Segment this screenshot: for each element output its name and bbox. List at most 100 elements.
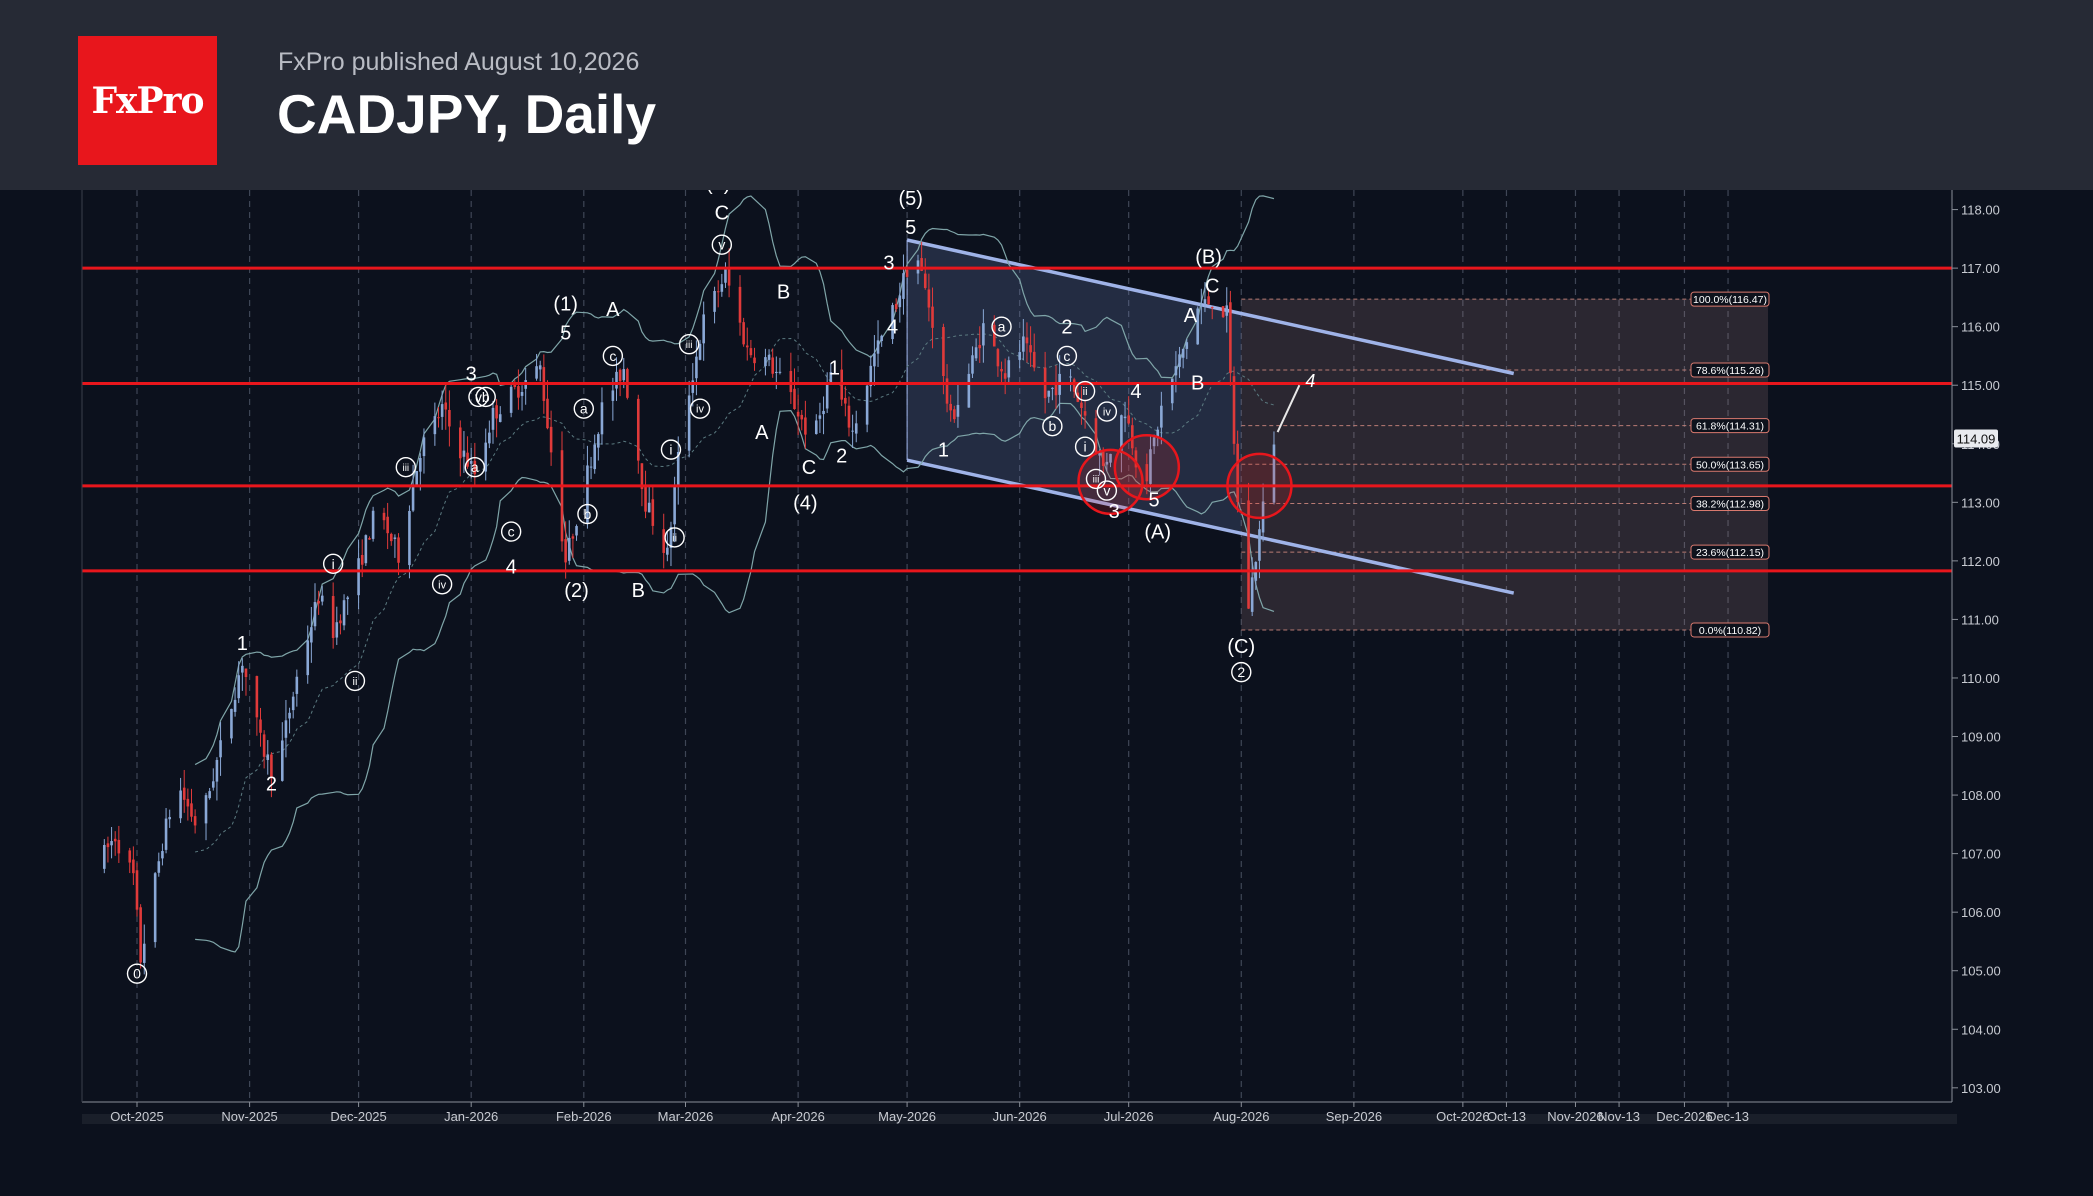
candle-body	[266, 754, 270, 760]
candle-body	[814, 420, 818, 435]
candle-body	[905, 269, 909, 277]
candle-body	[538, 365, 542, 370]
candle-body	[415, 470, 419, 486]
candle-body	[295, 676, 299, 694]
wave-label: i	[669, 442, 672, 458]
y-tick-label: 116.00	[1961, 320, 2000, 335]
candle-body	[193, 816, 197, 826]
wave-label: a	[580, 401, 588, 417]
y-tick-label: 118.00	[1961, 203, 2000, 218]
wave-label: A	[606, 299, 620, 321]
candle-body	[942, 327, 945, 376]
wave-label-circle	[1096, 401, 1118, 422]
wave-label: iii	[1093, 475, 1100, 486]
chart-title: CADJPY, Daily	[277, 83, 657, 145]
x-tick-label: Apr-2026	[771, 1109, 824, 1124]
wave-label-circle	[431, 574, 453, 595]
candle-body	[789, 370, 793, 393]
candle-body	[1178, 354, 1181, 367]
fib-level-label: 50.0%(113.65)	[1696, 459, 1764, 471]
candle-body	[953, 409, 956, 420]
wave-label: (C)	[1227, 636, 1255, 658]
wave-label: C	[1205, 276, 1219, 298]
candle-body	[259, 719, 262, 733]
candle-body	[488, 432, 491, 444]
candle-body	[1221, 306, 1225, 318]
candle-body	[1000, 368, 1003, 372]
bollinger-upper	[194, 195, 1275, 766]
candle-body	[644, 486, 647, 512]
candle-body	[949, 403, 952, 411]
candle-body	[713, 290, 716, 312]
candle-body	[331, 596, 335, 638]
wave-label-circle	[464, 456, 486, 478]
fib-level-label: 100.0%(116.47)	[1693, 294, 1767, 306]
candle-body	[745, 345, 749, 348]
wave-label: (2)	[564, 580, 588, 602]
wave-label: 2	[836, 445, 847, 467]
y-tick-label: 104.00	[1961, 1022, 2001, 1037]
candle-body	[778, 371, 782, 373]
fib-label-box	[1690, 622, 1770, 638]
candle-body	[469, 461, 473, 464]
candle-body	[1127, 415, 1130, 424]
candle-body	[687, 395, 691, 451]
candle-body	[1101, 450, 1105, 466]
candle-body	[513, 383, 517, 387]
axes: 103.00 104.00 105.00 106.00 107.00 108.00 109.…	[81, 190, 2001, 1124]
candle-body	[281, 740, 284, 781]
candle-body	[898, 295, 902, 308]
candle-body	[517, 386, 520, 398]
wave-label-circle	[468, 386, 489, 408]
candle-body	[306, 640, 310, 676]
x-tick-label: Jan-2026	[444, 1109, 498, 1124]
candle-body	[371, 510, 375, 539]
y-tick-label: 107.00	[1961, 847, 2001, 862]
candle-body	[1250, 577, 1254, 612]
fib-label-box	[1690, 418, 1770, 434]
wave-label: 5	[560, 323, 571, 345]
candle-body	[535, 366, 538, 379]
bollinger-lower	[195, 402, 1275, 953]
wave-label: b	[1048, 418, 1056, 434]
candle-body	[724, 268, 727, 283]
candle-body	[593, 444, 596, 470]
projection-arrow	[1276, 384, 1301, 433]
wave-label: c	[508, 524, 515, 540]
candle-body	[600, 402, 604, 435]
wave-label-circle	[664, 527, 685, 548]
candle-body	[393, 537, 397, 539]
candle-body	[262, 734, 266, 757]
candle-body	[923, 273, 927, 288]
candle-body	[1007, 360, 1011, 378]
price-chart[interactable]: 100.0%(116.47) 78.6%(115.26) 61.8%(114.31)…	[0, 190, 2093, 1196]
candle-body	[549, 426, 553, 453]
candle-body	[651, 499, 655, 526]
wave-label: 2	[1061, 317, 1072, 339]
x-tick-label: Nov-2025	[221, 1109, 277, 1124]
wave-label-circle	[395, 456, 417, 478]
candle-body	[586, 465, 589, 523]
candle-body	[1156, 429, 1160, 438]
candle-body	[771, 357, 774, 374]
candle-body	[284, 720, 288, 738]
candle-body	[495, 405, 498, 419]
candle-body	[804, 417, 807, 435]
fib-level-label: 23.6%(112.15)	[1696, 547, 1764, 559]
candle-body	[320, 595, 324, 602]
wave-label: iv	[696, 404, 704, 416]
candle-body	[1200, 305, 1203, 307]
wave-labels: 4012iiiiiiiv3vbac4(1)5ab(2)AcBiiiiiiiv(3…	[126, 190, 1315, 984]
candle-body	[662, 529, 666, 553]
fxpro-logo[interactable]: FxPro	[78, 36, 217, 165]
candle-body	[1170, 378, 1174, 404]
candle-body	[793, 388, 796, 410]
candle-body	[219, 740, 222, 758]
candle-body	[142, 943, 146, 963]
candle-body	[509, 386, 513, 413]
candle-body	[695, 356, 698, 379]
wave-label-circle	[573, 398, 594, 419]
candle-body	[622, 369, 626, 381]
x-tick-label: Jul-2026	[1104, 1109, 1154, 1124]
candle-body	[164, 818, 168, 850]
